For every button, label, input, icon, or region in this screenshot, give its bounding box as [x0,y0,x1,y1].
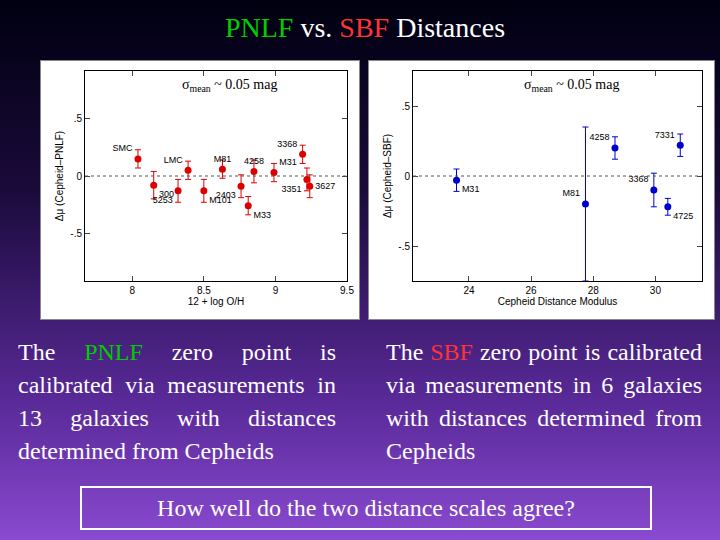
svg-text:-.5: -.5 [70,228,82,239]
svg-text:M101: M101 [209,195,232,205]
svg-text:8: 8 [129,285,135,296]
svg-text:Cepheid Distance Modulus: Cepheid Distance Modulus [498,296,618,307]
svg-text:5253: 5253 [153,195,173,205]
svg-text:SMC: SMC [113,143,134,153]
svg-text:M31: M31 [462,184,480,194]
svg-text:3627: 3627 [315,181,335,191]
svg-text:0: 0 [404,171,410,182]
svg-text:M33: M33 [254,210,272,220]
svg-text:2403: 2403 [216,190,236,200]
svg-text:σ​mean​ ~ 0.05 mag: σ​mean​ ~ 0.05 mag [524,77,619,94]
svg-text:4258: 4258 [590,132,610,142]
svg-text:Δμ (Cepheid–SBF): Δμ (Cepheid–SBF) [382,134,393,218]
svg-text:4258: 4258 [244,156,264,166]
svg-text:4725: 4725 [673,211,693,221]
svg-text:.5: .5 [74,113,83,124]
svg-text:8.5: 8.5 [197,285,211,296]
html-text:The SBF zero point is calibrat: The SBF zero point is calibrated via mea… [386,339,702,464]
svg-text:9.5: 9.5 [340,285,354,296]
svg-text:M31: M31 [279,157,297,167]
svg-text:12 + log O/H: 12 + log O/H [188,296,244,307]
svg-text:Δμ (Cepheid–PNLF): Δμ (Cepheid–PNLF) [54,131,65,221]
svg-text:300: 300 [159,189,174,199]
svg-text:9: 9 [273,285,279,296]
svg-text:28: 28 [588,285,600,296]
html-text:PNLF vs. SBF Distances: PNLF vs. SBF Distances [225,12,505,43]
svg-text:7331: 7331 [655,130,675,140]
svg-text:.5: .5 [402,101,411,112]
svg-text:M81: M81 [563,188,581,198]
svg-text:3368: 3368 [628,174,648,184]
svg-text:-.5: -.5 [398,241,410,252]
svg-text:σ​mean​ ~ 0.05 mag: σ​mean​ ~ 0.05 mag [182,77,277,94]
svg-text:3368: 3368 [277,139,297,149]
svg-text:24: 24 [463,285,475,296]
svg-text:30: 30 [650,285,662,296]
svg-text:LMC: LMC [164,155,184,165]
svg-text:26: 26 [526,285,538,296]
svg-text:3351: 3351 [282,184,302,194]
svg-text:0: 0 [76,171,82,182]
svg-text:M81: M81 [214,154,232,164]
html-text:How well do the two distance s: How well do the two distance scales agre… [157,495,575,521]
html-text:The PNLF zero point is calibra: The PNLF zero point is calibrated via me… [18,339,336,464]
